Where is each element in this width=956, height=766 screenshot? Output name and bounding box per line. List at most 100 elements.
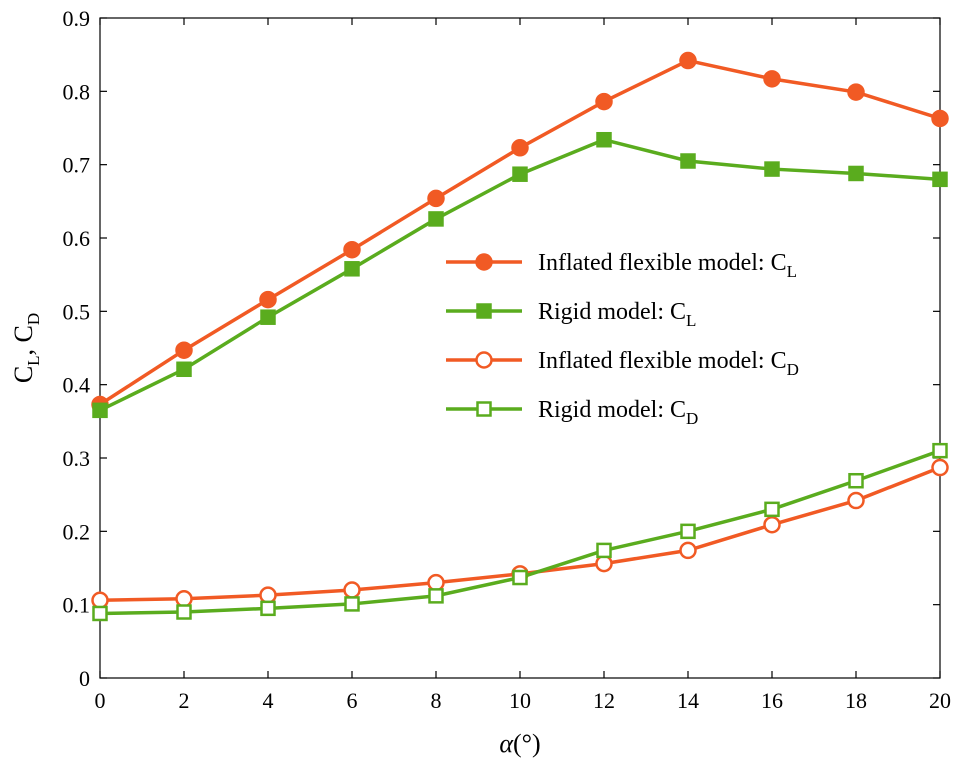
legend-label-subscript: L	[787, 262, 797, 281]
data-point	[427, 189, 445, 208]
data-point	[175, 590, 193, 608]
y-axis-ticks: 0 0.1 0.2 0.3 0.4 0.5 0.6 0.7 0.8 0.9	[63, 6, 940, 691]
y-axis-label-c2: C	[9, 325, 38, 342]
y-tick-label: 0.4	[63, 373, 91, 398]
y-tick-label: 0.1	[63, 593, 91, 618]
x-tick-label: 10	[509, 688, 531, 713]
series-layer	[91, 51, 949, 622]
x-axis-symbol: α	[499, 729, 514, 758]
data-point	[931, 458, 949, 477]
legend-label-subscript: D	[787, 360, 799, 379]
data-point	[595, 92, 613, 111]
y-axis-label-sep: ,	[9, 342, 38, 355]
legend-item: Rigid model: CD	[446, 397, 698, 428]
data-point	[259, 290, 277, 309]
data-point	[176, 361, 192, 378]
data-point	[511, 139, 529, 157]
legend-label: Inflated flexible model: CL	[538, 250, 797, 281]
data-point	[848, 165, 864, 182]
x-tick-label: 2	[179, 688, 190, 713]
y-tick-label: 0.2	[63, 519, 91, 544]
x-axis-ticks: 0 2 4 6 8 10 12 14 16 18 20	[95, 18, 951, 713]
data-point	[427, 573, 445, 592]
data-point	[92, 605, 108, 622]
legend-marker	[476, 303, 492, 319]
data-point	[764, 501, 780, 518]
data-point	[763, 515, 781, 534]
legend-item: Inflated flexible model: CD	[446, 348, 799, 379]
x-tick-label: 12	[593, 688, 615, 713]
legend-marker	[476, 401, 492, 417]
y-axis-label-c1: C	[9, 366, 38, 383]
data-point	[259, 586, 277, 604]
x-tick-label: 6	[347, 688, 358, 713]
series-1	[92, 131, 948, 419]
data-point	[596, 542, 612, 559]
y-axis-label-sub-d: D	[24, 313, 43, 325]
x-tick-label: 18	[845, 688, 867, 713]
data-point	[847, 491, 865, 510]
legend-label-text: Rigid model: C	[538, 397, 686, 423]
x-tick-label: 14	[677, 688, 699, 713]
y-tick-label: 0.8	[63, 79, 91, 104]
legend-marker	[475, 351, 493, 369]
x-axis-label: α(°)	[499, 729, 540, 758]
legend-label-subscript: L	[686, 311, 696, 330]
data-point	[344, 596, 360, 612]
data-point	[343, 581, 361, 599]
y-tick-label: 0.6	[63, 226, 91, 251]
data-point	[595, 554, 613, 573]
y-tick-label: 0.7	[63, 153, 91, 178]
data-point	[847, 83, 865, 101]
data-point	[932, 442, 948, 459]
data-point	[344, 261, 360, 277]
legend-label-text: Rigid model: C	[538, 299, 686, 325]
x-tick-label: 8	[431, 688, 442, 713]
data-point	[92, 402, 108, 419]
data-point	[428, 588, 444, 604]
legend-marker	[475, 253, 493, 271]
data-point	[260, 309, 276, 325]
x-tick-label: 20	[929, 688, 951, 713]
legend-item: Inflated flexible model: CL	[446, 250, 797, 281]
data-point	[428, 211, 444, 227]
data-point	[91, 591, 109, 610]
data-point	[680, 153, 696, 169]
legend-item: Rigid model: CL	[446, 299, 696, 330]
data-point	[764, 161, 780, 177]
y-tick-label: 0	[79, 666, 90, 691]
y-tick-label: 0.9	[63, 6, 91, 31]
legend-label: Rigid model: CD	[538, 397, 698, 428]
x-tick-label: 0	[95, 688, 106, 713]
data-point	[932, 171, 948, 188]
data-point	[260, 600, 276, 617]
y-tick-label: 0.3	[63, 446, 91, 471]
data-point	[175, 341, 193, 359]
data-point	[763, 70, 781, 88]
data-point	[931, 109, 949, 128]
legend-label: Inflated flexible model: CD	[538, 348, 799, 379]
x-tick-label: 16	[761, 688, 783, 713]
data-point	[512, 569, 528, 586]
legend-label: Rigid model: CL	[538, 299, 696, 330]
x-tick-label: 4	[263, 688, 274, 713]
y-axis-label: CL, CD	[9, 313, 43, 383]
data-point	[848, 472, 864, 489]
y-tick-label: 0.5	[63, 299, 91, 324]
series-3	[92, 442, 948, 622]
legend-label-text: Inflated flexible model: C	[538, 250, 787, 276]
data-point	[343, 240, 361, 259]
data-point	[596, 131, 612, 148]
legend-label-subscript: D	[686, 409, 698, 428]
data-point	[512, 166, 528, 182]
x-axis-unit: (°)	[513, 729, 541, 758]
data-point	[679, 541, 697, 560]
y-axis-label-sub-l: L	[24, 355, 43, 365]
data-point	[680, 523, 696, 540]
data-point	[679, 51, 697, 70]
legend-label-text: Inflated flexible model: C	[538, 348, 787, 374]
data-point	[176, 604, 192, 620]
